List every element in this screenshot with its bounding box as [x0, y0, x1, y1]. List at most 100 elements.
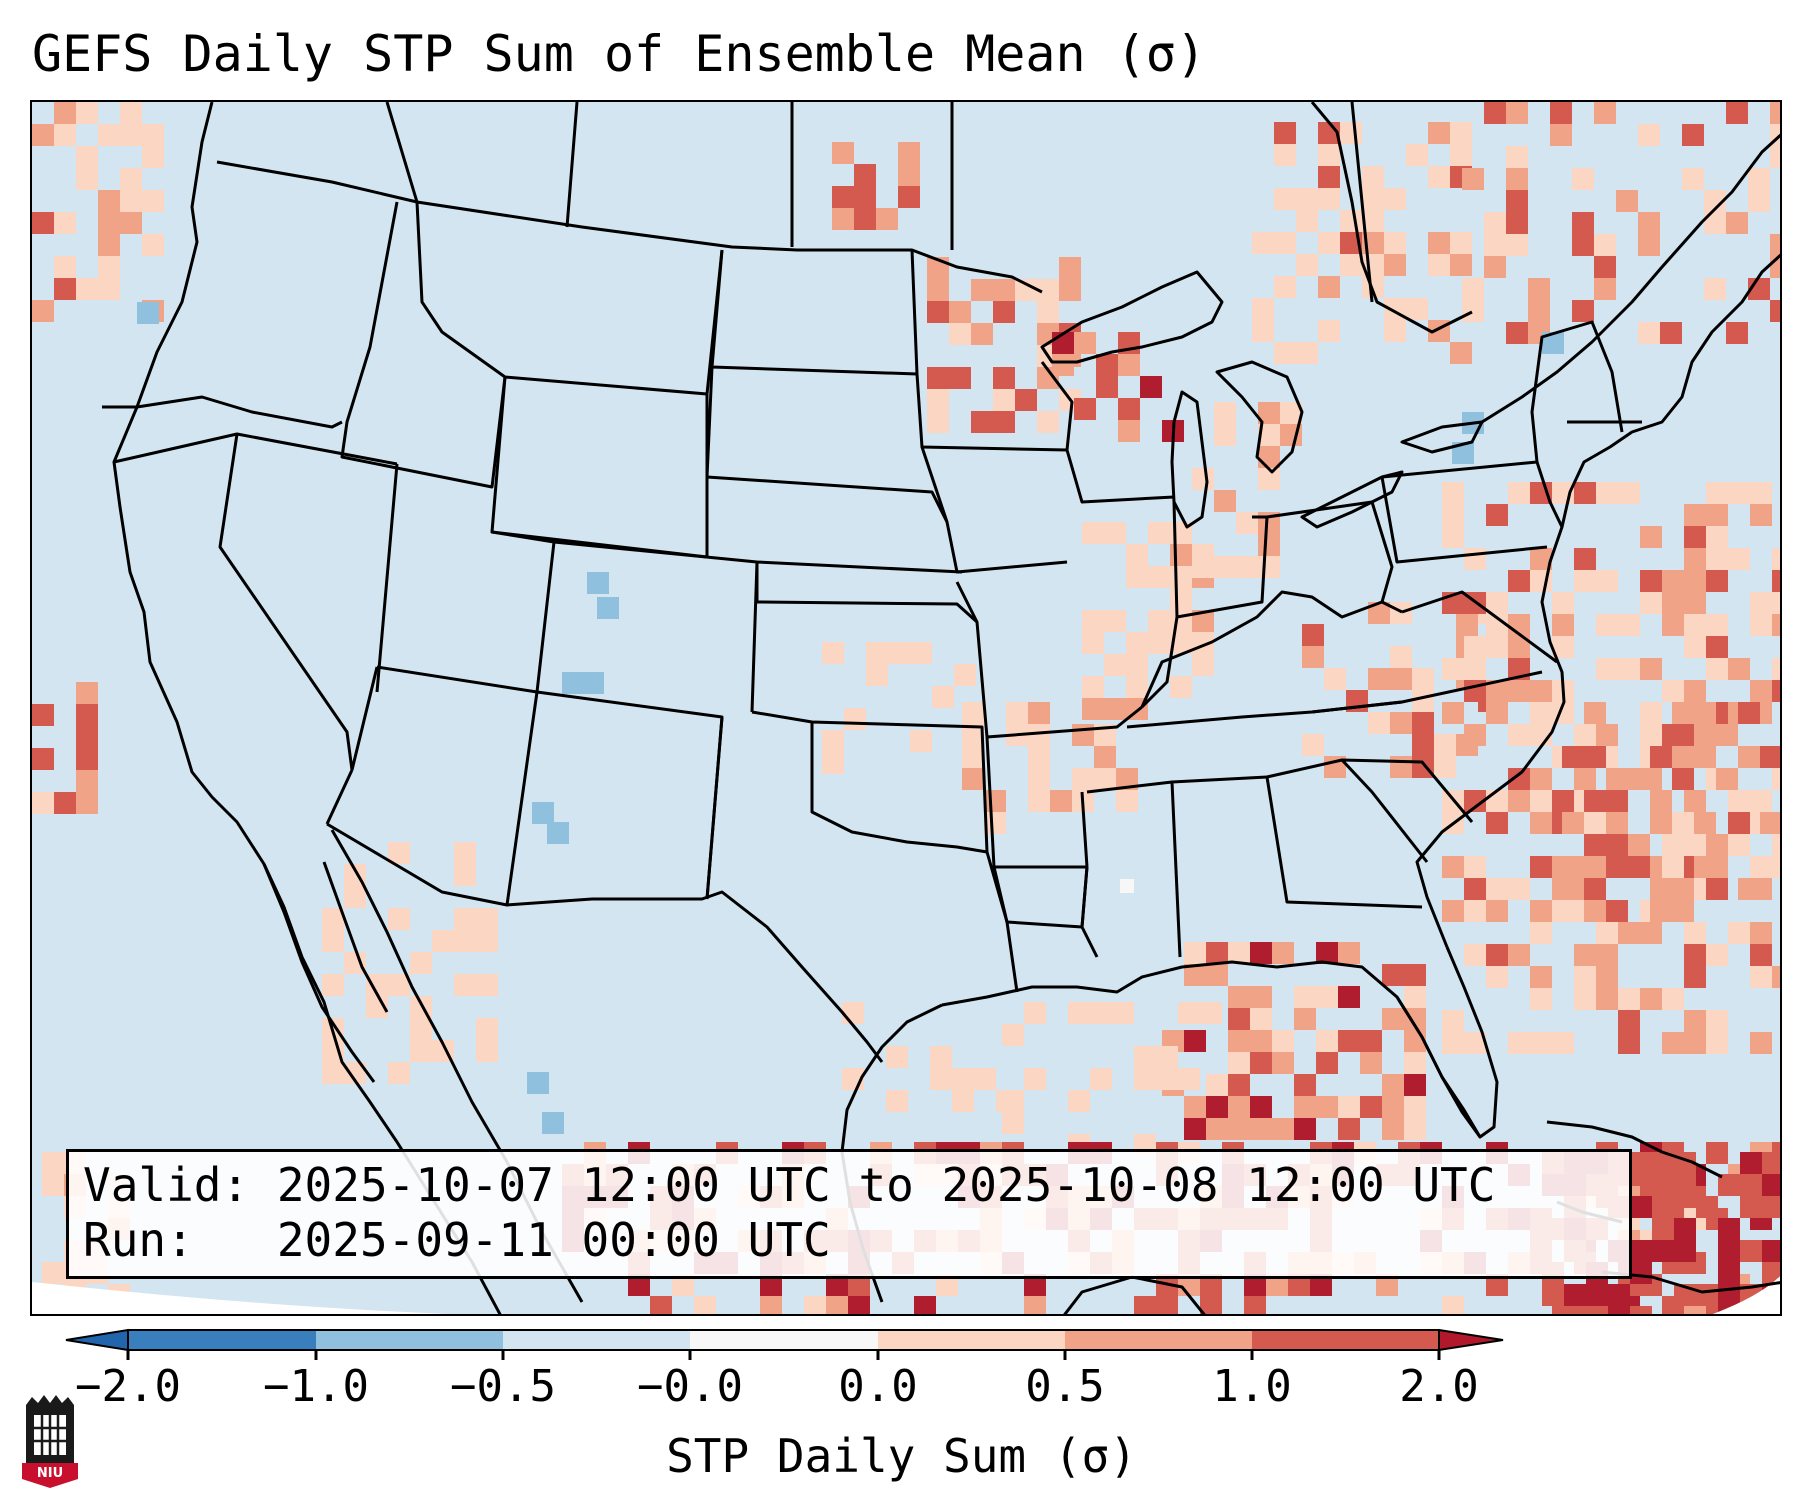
stp-cell	[76, 146, 98, 168]
stp-cell	[1486, 614, 1508, 636]
il-in-border	[1140, 501, 1179, 709]
stp-cell	[1640, 988, 1662, 1010]
stp-cell	[1412, 668, 1434, 690]
stp-cell	[1170, 676, 1192, 698]
stp-cell	[1586, 1306, 1608, 1314]
stp-cell	[1640, 702, 1662, 724]
stp-cell	[1486, 592, 1508, 614]
stp-cell	[1594, 234, 1616, 256]
stp-cell	[1118, 354, 1140, 376]
stp-cell	[1404, 986, 1426, 1008]
stp-cell	[1148, 566, 1170, 588]
stp-cell	[1236, 512, 1258, 534]
stp-cell	[1662, 570, 1684, 592]
stp-cell	[1028, 790, 1050, 812]
stp-cell	[1082, 632, 1104, 654]
stp-cell	[432, 930, 454, 952]
stp-cell	[1450, 144, 1472, 166]
stp-cell	[54, 124, 76, 146]
stp-cell	[914, 1296, 936, 1314]
stp-cell	[1170, 544, 1192, 566]
stp-cell	[1772, 614, 1780, 636]
stp-cell	[1552, 592, 1574, 614]
stp-cell	[1464, 878, 1486, 900]
stp-cell-negative	[137, 302, 159, 324]
stp-cell	[1318, 232, 1340, 254]
stp-cell	[1596, 570, 1618, 592]
stp-cell	[936, 1274, 958, 1296]
base-fill	[32, 102, 1780, 1314]
stp-cell	[1024, 1296, 1046, 1314]
stp-cell	[1486, 812, 1508, 834]
stp-cell	[1486, 944, 1508, 966]
stp-cell	[1464, 856, 1486, 878]
stp-cell	[1750, 680, 1772, 702]
stp-cell	[1508, 724, 1530, 746]
stp-cell	[1134, 1068, 1156, 1090]
stp-cell	[1024, 1274, 1046, 1296]
stp-cell	[1170, 566, 1192, 588]
stp-cell	[1090, 1002, 1112, 1024]
stp-cell	[1450, 254, 1472, 276]
in-oh-border	[1176, 515, 1269, 619]
stp-cell	[1672, 878, 1694, 900]
stp-cell	[1662, 856, 1684, 878]
stp-cell	[1280, 402, 1302, 424]
stp-cell	[32, 748, 54, 770]
stp-cell	[1740, 1196, 1762, 1218]
stp-cell	[1486, 636, 1508, 658]
stp-cell	[1628, 856, 1650, 878]
stp-cell-negative	[562, 672, 584, 694]
stp-cell	[1462, 168, 1484, 190]
stp-cell	[910, 642, 932, 664]
stp-cell	[1302, 734, 1324, 756]
colorbar-segment	[1065, 1330, 1252, 1350]
stp-cell	[1170, 632, 1192, 654]
stp-cell	[1770, 234, 1780, 256]
stp-cell	[1684, 548, 1706, 570]
stp-cell	[76, 168, 98, 190]
stp-cell	[1059, 257, 1081, 279]
state-borders	[102, 102, 1642, 1063]
stp-cell	[1640, 922, 1662, 944]
stp-cell	[1258, 534, 1280, 556]
stp-cell	[1694, 702, 1716, 724]
stp-cell	[1564, 1284, 1586, 1306]
stp-cell	[1770, 300, 1780, 322]
stp-cell	[1594, 256, 1616, 278]
stp-cell	[1508, 570, 1530, 592]
stp-cell	[927, 389, 949, 411]
stp-cell	[954, 664, 976, 686]
stp-cell	[1684, 922, 1706, 944]
stp-cell	[1726, 212, 1748, 234]
stp-cell	[1126, 654, 1148, 676]
stp-cell	[1718, 1218, 1740, 1240]
stp-cell	[971, 323, 993, 345]
southern-mexico	[1601, 1270, 1780, 1294]
stp-cell	[1552, 1032, 1574, 1054]
stp-cell	[971, 279, 993, 301]
stp-cell	[1618, 1032, 1640, 1054]
stp-cell	[1662, 988, 1684, 1010]
stp-cell	[1716, 724, 1738, 746]
stp-cell	[1652, 1240, 1674, 1262]
stp-cell	[1170, 588, 1192, 610]
stp-cell	[1404, 964, 1426, 986]
stp-cell	[1562, 746, 1584, 768]
stp-cell	[984, 812, 1006, 834]
stp-cell	[1640, 526, 1662, 548]
stp-cell	[1134, 1296, 1156, 1314]
stp-cell	[1750, 592, 1772, 614]
stp-cell	[1464, 944, 1486, 966]
stp-cell	[1572, 300, 1594, 322]
stp-cell	[1028, 768, 1050, 790]
stp-cell	[1728, 790, 1750, 812]
stp-cell	[1214, 556, 1236, 578]
stp-cell	[1376, 1274, 1398, 1296]
stp-cell	[1294, 1074, 1316, 1096]
stp-cell	[1404, 1008, 1426, 1030]
nd-sd-ne	[705, 249, 949, 523]
colorbar-over-arrow	[1438, 1328, 1504, 1352]
stp-cell	[1206, 1118, 1228, 1140]
az-nm-border	[325, 666, 724, 906]
